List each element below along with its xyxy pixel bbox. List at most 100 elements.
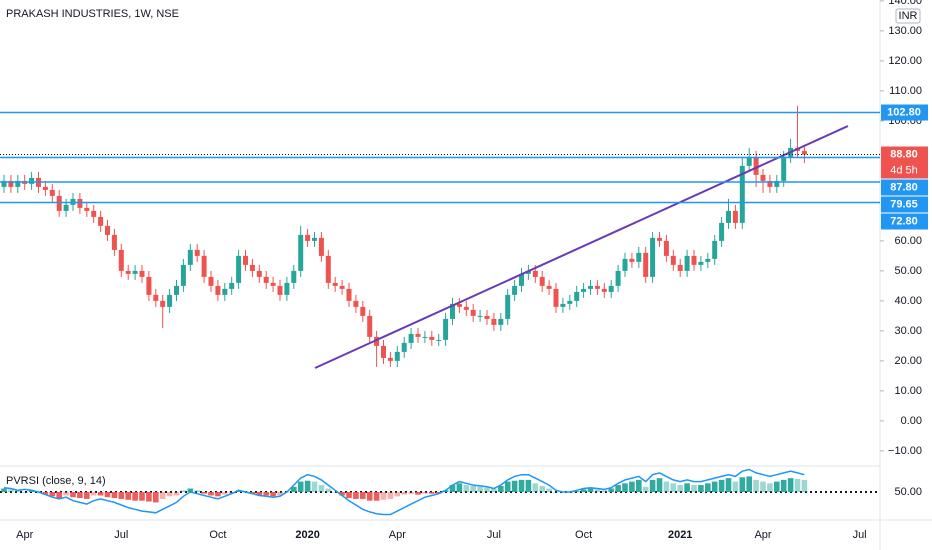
candle-body <box>767 180 773 187</box>
price-label-box <box>881 213 928 230</box>
price-label: 87.80 <box>890 181 918 193</box>
price-label: 72.80 <box>890 215 918 227</box>
price-label: 88.80 <box>890 148 918 160</box>
candle-body <box>698 261 704 265</box>
candle-body <box>401 342 407 352</box>
histogram-bar <box>532 483 539 492</box>
price-label: 102.80 <box>887 106 921 118</box>
histogram-bar <box>629 481 635 492</box>
candle-body <box>705 258 711 262</box>
candle-body <box>581 288 587 292</box>
candle-body <box>146 276 152 295</box>
histogram-bar <box>132 492 138 501</box>
histogram-bar <box>42 492 49 495</box>
histogram-bar <box>746 476 752 492</box>
histogram-bar <box>118 492 125 499</box>
histogram-bar <box>194 490 200 492</box>
histogram-bar <box>456 483 463 492</box>
candle-body <box>643 252 649 277</box>
histogram-bar <box>187 488 194 492</box>
currency: INR <box>899 10 918 22</box>
histogram-bar <box>580 489 587 492</box>
candle-body <box>760 174 766 181</box>
histogram-bar <box>346 492 352 499</box>
candle-body <box>491 318 497 325</box>
histogram-bar <box>422 492 428 494</box>
candle-body <box>415 333 421 337</box>
candle-body <box>712 240 718 259</box>
histogram-bar <box>173 492 180 496</box>
candle-body <box>194 249 200 256</box>
candle-body <box>657 237 662 241</box>
candle-body <box>229 282 235 289</box>
histogram-bar <box>601 490 608 492</box>
candle-body <box>374 336 380 346</box>
histogram-bar <box>498 485 504 492</box>
candle-body <box>394 351 400 361</box>
histogram-bar <box>90 492 97 496</box>
histogram-bar <box>8 489 14 492</box>
histogram-bar <box>270 492 276 497</box>
candle-body <box>546 285 552 289</box>
candle-body <box>387 357 393 361</box>
histogram-bar <box>642 486 649 492</box>
y-tick-label: 10.00 <box>894 385 922 397</box>
candle-body <box>663 240 669 256</box>
histogram-bar <box>753 479 759 492</box>
histogram-bar <box>125 492 131 500</box>
y-tick-label: 110.00 <box>889 85 922 97</box>
histogram-bar <box>408 492 414 494</box>
candle-body <box>422 336 428 338</box>
candle-body <box>332 282 338 286</box>
candle-body <box>132 270 138 274</box>
histogram-bar <box>15 490 21 492</box>
currency-box[interactable] <box>895 8 921 24</box>
histogram-bar <box>711 481 718 492</box>
candle-body <box>367 315 373 337</box>
price-label-box <box>881 196 928 213</box>
indicator-tick-label: 50.00 <box>894 486 922 498</box>
histogram-bar <box>553 492 559 493</box>
candle-body <box>105 225 110 235</box>
x-tick-label: 2020 <box>295 529 319 541</box>
candle-body <box>677 264 683 271</box>
histogram-bar <box>732 481 739 492</box>
candle-body <box>636 252 642 262</box>
histogram-bar <box>366 492 373 501</box>
histogram-bar <box>760 481 766 492</box>
candle-body <box>560 303 566 307</box>
candle-body <box>56 195 62 211</box>
y-tick-label: 0.00 <box>901 415 922 427</box>
candle-body <box>291 270 297 283</box>
candle-body <box>443 318 449 340</box>
price-label-box <box>881 104 928 121</box>
x-tick-label: Jul <box>114 529 128 541</box>
candle-body <box>29 177 35 184</box>
histogram-bar <box>208 492 214 496</box>
candle-body <box>450 303 455 319</box>
candle-body <box>719 222 725 241</box>
candle-body <box>470 309 476 316</box>
histogram-bar <box>49 492 56 497</box>
candle-body <box>746 156 752 166</box>
histogram-bar <box>249 492 256 494</box>
candle-body <box>215 285 221 295</box>
candle-body <box>519 273 524 286</box>
histogram-bar <box>718 479 725 492</box>
candle-body <box>139 270 145 277</box>
candle-body <box>325 255 331 283</box>
candle-body <box>594 285 600 289</box>
y-tick-label: 20.00 <box>894 355 922 367</box>
candle-body <box>125 270 131 274</box>
x-tick-label: Apr <box>754 529 771 541</box>
histogram-bar <box>622 483 628 492</box>
candle-body <box>167 294 173 307</box>
trend-line[interactable] <box>314 125 849 369</box>
candle-body <box>298 234 304 271</box>
histogram-bar <box>477 486 483 492</box>
histogram-bar <box>539 485 545 492</box>
x-tick-label: Apr <box>16 529 33 541</box>
candle-body <box>650 237 656 277</box>
